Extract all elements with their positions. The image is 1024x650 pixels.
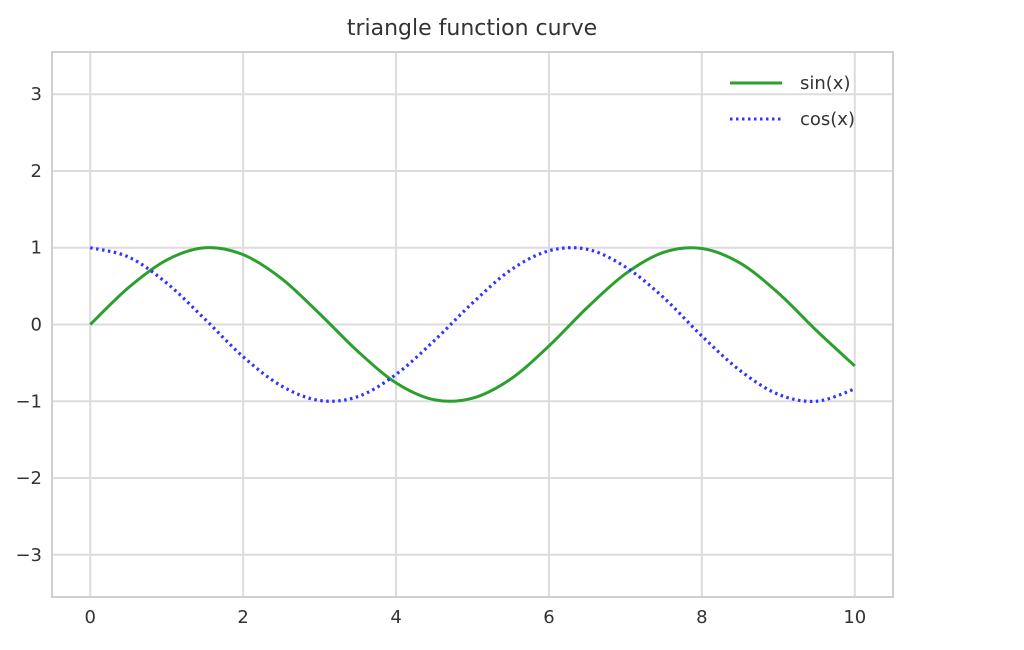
y-tick-label: 3 [31,84,42,105]
x-tick-label: 4 [390,607,401,628]
plot-frame [51,51,894,598]
legend: sin(x) cos(x) [730,73,855,130]
legend-label: sin(x) [800,73,850,94]
x-tick-label: 10 [843,607,866,628]
x-tick-label: 2 [237,607,248,628]
legend-label: cos(x) [800,109,855,130]
y-tick-label: 0 [31,315,42,336]
y-tick-label: 2 [31,161,42,182]
y-tick-label: −2 [15,468,42,489]
y-tick-label: −3 [15,545,42,566]
x-tick-label: 0 [85,607,96,628]
x-tick-label: 6 [543,607,554,628]
y-tick-label: 1 [31,238,42,259]
sin-x-line [89,246,856,403]
y-tick-label: −1 [15,391,42,412]
x-tick-label: 8 [696,607,707,628]
chart-title: triangle function curve [347,16,597,41]
cos-x-line [89,246,856,404]
